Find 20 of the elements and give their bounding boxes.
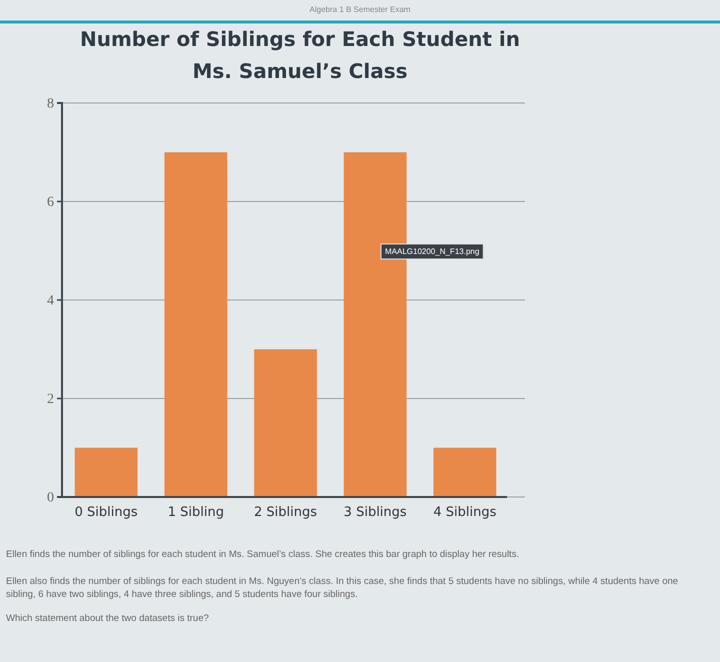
bar <box>74 448 138 497</box>
x-tick-label: 3 Siblings <box>344 505 407 520</box>
text: Which statement about the two datasets is true? <box>6 612 210 625</box>
bar <box>433 448 496 497</box>
chart-title: Number of Siblings for Each Student in Ms. Samuel’s Class <box>80 27 520 83</box>
y-tick-label: 8 <box>47 96 54 112</box>
y-tick-label: 6 <box>47 194 54 210</box>
annotation: MAALG10200_N_F13.png <box>385 247 480 256</box>
x-tick-label: 4 Siblings <box>433 505 497 520</box>
y-tick-label: 4 <box>47 293 54 308</box>
text: Ellen finds the number of siblings for each student in Ms. Samuel’s class. She creates this bar graph to display her results. <box>6 548 520 561</box>
y-tick-label: 0 <box>47 490 54 506</box>
x-tick-label: 0 Siblings <box>74 505 138 520</box>
y-tick-label: 2 <box>47 392 54 407</box>
bar <box>254 349 317 497</box>
x-tick-label: 1 Sibling <box>168 505 224 520</box>
text: Ellen also finds the number of siblings for each student in Ms. Nguyen’s class. In this case, she finds that 5 students have no siblings, while 4 students have one sibling, 6 have two siblings, 4 have three siblings, and 5 students have four siblings. <box>6 575 680 601</box>
x-tick-label: 2 Siblings <box>254 505 318 520</box>
bar <box>164 152 228 497</box>
text: Algebra 1 B Semester Exam <box>310 5 411 14</box>
